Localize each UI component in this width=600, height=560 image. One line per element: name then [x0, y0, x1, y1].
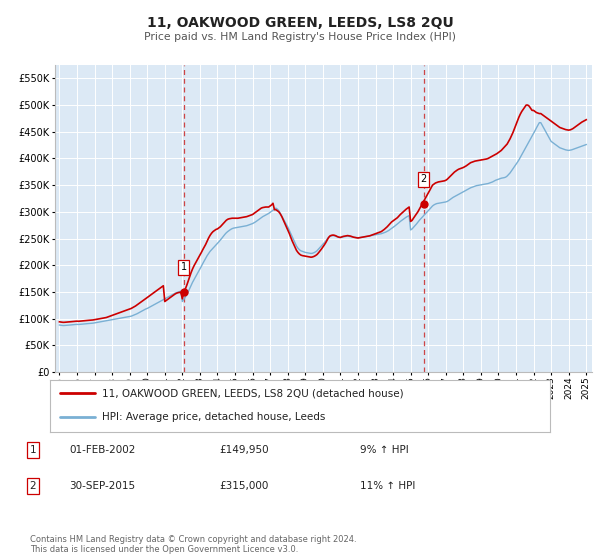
Text: 2: 2 [421, 174, 427, 184]
Text: 11% ↑ HPI: 11% ↑ HPI [360, 481, 415, 491]
Text: This data is licensed under the Open Government Licence v3.0.: This data is licensed under the Open Gov… [30, 545, 298, 554]
Text: 30-SEP-2015: 30-SEP-2015 [69, 481, 135, 491]
Text: 1: 1 [181, 263, 187, 273]
Text: 9% ↑ HPI: 9% ↑ HPI [360, 445, 409, 455]
Text: 11, OAKWOOD GREEN, LEEDS, LS8 2QU (detached house): 11, OAKWOOD GREEN, LEEDS, LS8 2QU (detac… [103, 388, 404, 398]
Text: 01-FEB-2002: 01-FEB-2002 [69, 445, 136, 455]
Text: 1: 1 [29, 445, 37, 455]
Text: HPI: Average price, detached house, Leeds: HPI: Average price, detached house, Leed… [103, 412, 326, 422]
Text: £149,950: £149,950 [219, 445, 269, 455]
Text: 2: 2 [29, 481, 37, 491]
Text: 11, OAKWOOD GREEN, LEEDS, LS8 2QU: 11, OAKWOOD GREEN, LEEDS, LS8 2QU [146, 16, 454, 30]
Text: £315,000: £315,000 [219, 481, 268, 491]
Text: Price paid vs. HM Land Registry's House Price Index (HPI): Price paid vs. HM Land Registry's House … [144, 32, 456, 43]
Text: Contains HM Land Registry data © Crown copyright and database right 2024.: Contains HM Land Registry data © Crown c… [30, 535, 356, 544]
